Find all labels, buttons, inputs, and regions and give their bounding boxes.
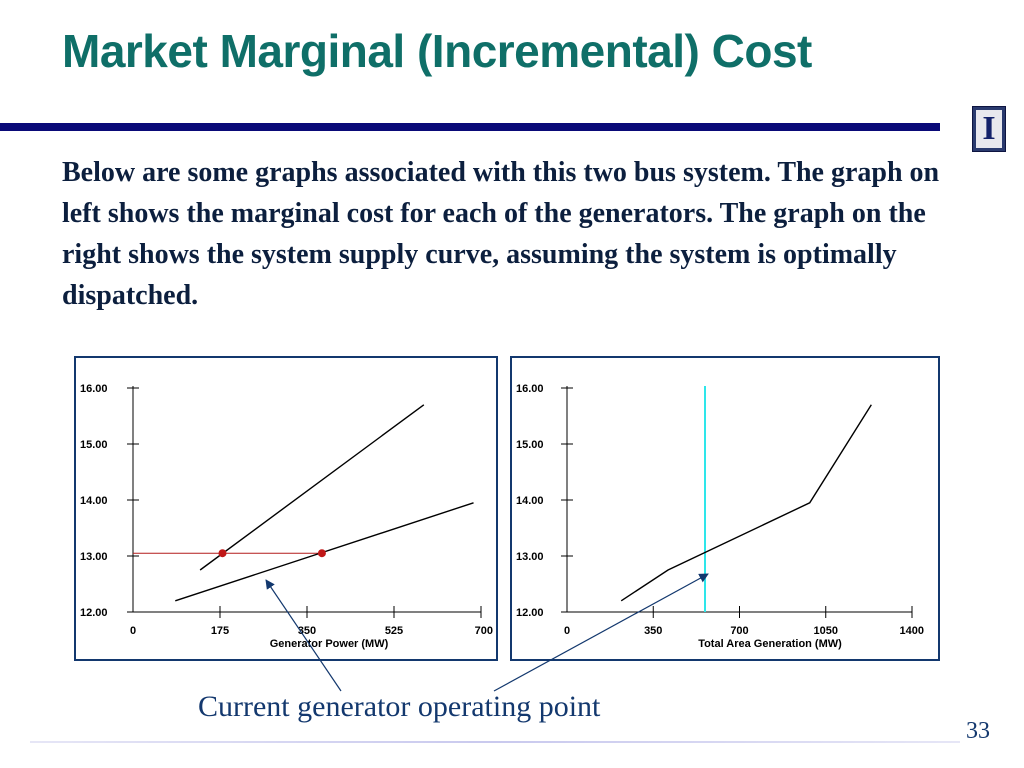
x-tick-label: 350 bbox=[298, 625, 316, 637]
y-tick-label: 15.00 bbox=[516, 439, 544, 451]
page-number: 33 bbox=[966, 718, 990, 744]
generator-cost-chart-panel: 12.00 13.00 14.00 15.00 16.00 0 175 350 525 700 Ge… bbox=[74, 356, 498, 661]
operating-point-1 bbox=[218, 549, 227, 558]
title-rule bbox=[0, 123, 940, 131]
supply-curve-chart-panel: 12.00 13.00 14.00 15.00 16.00 0 350 700 1050 1400… bbox=[510, 356, 940, 661]
x-tick-label: 1050 bbox=[814, 625, 838, 637]
y-tick-label: 12.00 bbox=[516, 607, 544, 619]
series-line-1 bbox=[620, 404, 872, 602]
x-axis-label: Generator Power (MW) bbox=[270, 638, 389, 650]
x-tick-label: 350 bbox=[644, 625, 662, 637]
x-tick-label: 175 bbox=[211, 625, 229, 637]
x-tick-label: 0 bbox=[564, 625, 570, 637]
x-tick-label: 0 bbox=[130, 625, 136, 637]
y-tick-label: 12.00 bbox=[80, 607, 108, 619]
y-tick-label: 16.00 bbox=[516, 383, 544, 395]
y-tick-label: 14.00 bbox=[80, 495, 108, 507]
operating-point-2 bbox=[317, 549, 326, 558]
footer-rule bbox=[30, 741, 960, 743]
operating-point-caption: Current generator operating point bbox=[198, 690, 601, 723]
x-tick-label: 700 bbox=[475, 625, 493, 637]
y-tick-label: 13.00 bbox=[80, 551, 108, 563]
y-tick-label: 13.00 bbox=[516, 551, 544, 563]
y-tick-label: 16.00 bbox=[80, 383, 108, 395]
series-line-1 bbox=[199, 404, 425, 571]
slide-body-text: Below are some graphs associated with th… bbox=[62, 157, 940, 311]
slide-title: Market Marginal (Incremental) Cost bbox=[62, 25, 812, 77]
generator-cost-chart: 12.00 13.00 14.00 15.00 16.00 0 175 350 525 700 Ge… bbox=[80, 383, 493, 650]
y-tick-label: 15.00 bbox=[80, 439, 108, 451]
x-tick-label: 700 bbox=[730, 625, 748, 637]
x-tick-label: 525 bbox=[385, 625, 403, 637]
x-tick-label: 1400 bbox=[900, 625, 924, 637]
university-block-i-icon: I bbox=[976, 110, 1002, 148]
university-logo: I bbox=[972, 106, 1006, 152]
supply-curve-chart: 12.00 13.00 14.00 15.00 16.00 0 350 700 1050 1400… bbox=[516, 383, 924, 650]
y-tick-label: 14.00 bbox=[516, 495, 544, 507]
x-axis-label: Total Area Generation (MW) bbox=[698, 638, 842, 650]
